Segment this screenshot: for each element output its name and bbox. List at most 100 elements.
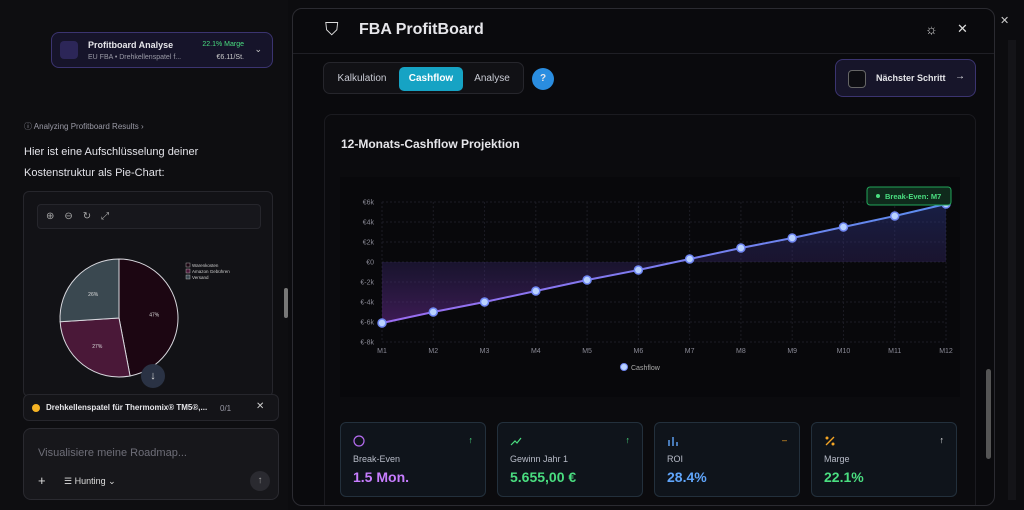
kpi-icon xyxy=(510,437,522,446)
legend-swatch xyxy=(185,274,191,280)
theme-toggle[interactable]: ☼ xyxy=(925,21,938,37)
kpi-value: 5.655,00 € xyxy=(510,469,577,485)
outer-close[interactable]: ✕ xyxy=(1000,15,1010,27)
mode: Hunting xyxy=(74,476,106,486)
annotation-dot xyxy=(876,194,880,198)
x-tick-label: M4 xyxy=(531,348,541,355)
mode-select[interactable]: ☰ Hunting ⌄ xyxy=(64,476,116,486)
y-tick-label: €-6k xyxy=(360,320,374,327)
x-tick-label: M6 xyxy=(633,348,643,355)
kpi-label: Marge xyxy=(824,454,850,464)
point xyxy=(479,297,490,307)
point xyxy=(428,307,439,317)
card-margin: 22.1% Marge xyxy=(202,41,244,48)
divider xyxy=(293,53,994,54)
x-tick-label: M10 xyxy=(837,348,851,355)
kpi-label: Gewinn Jahr 1 xyxy=(510,454,569,464)
pie-slice xyxy=(59,317,131,378)
point xyxy=(377,318,387,328)
kpi-label: ROI xyxy=(667,454,684,464)
legend-label: Versand xyxy=(192,275,209,280)
legend-label: Cashflow xyxy=(631,365,661,372)
message: Hier ist eine Aufschlüsselung deiner Kos… xyxy=(24,146,199,179)
card-price: €6.11/St. xyxy=(216,54,244,61)
point xyxy=(889,211,900,221)
kpi-label: Break-Even xyxy=(353,454,401,464)
task-dot xyxy=(32,404,40,412)
y-tick-label: €-4k xyxy=(360,300,374,307)
y-tick-label: €0 xyxy=(366,260,374,267)
point xyxy=(633,265,644,275)
trend: – xyxy=(781,435,787,445)
y-tick-label: €-8k xyxy=(360,340,374,347)
y-tick-label: €2k xyxy=(363,240,375,247)
pie-chart: 47% Warenkosten 27% Amazon Gebühren 26% Versa… xyxy=(59,258,230,378)
tab[interactable]: Analyse xyxy=(474,73,510,84)
trend: ↑ xyxy=(939,435,945,445)
app-title: FBA ProfitBoard xyxy=(359,21,484,38)
slice-label: 26% xyxy=(88,292,99,298)
x-tick-label: M11 xyxy=(888,348,901,355)
line-chart: €-8k €-6k €-4k €-2k €0 €2k €4k €6k M1 M2 M3 M4 M5 M6 M… xyxy=(340,177,960,397)
next-icon xyxy=(848,70,866,88)
chart-title: 12-Monats-Cashflow Projektion xyxy=(341,137,520,151)
x-tick-label: M9 xyxy=(787,348,797,355)
kpi-icon xyxy=(668,437,678,446)
slice-label: 27% xyxy=(92,344,103,350)
kpi-card: ↑ Marge 22.1% xyxy=(811,422,957,497)
tab-active[interactable]: Cashflow xyxy=(399,67,463,91)
close-button[interactable]: ✕ xyxy=(957,21,968,36)
legend-label: Warenkosten xyxy=(192,263,219,268)
point xyxy=(787,233,797,243)
next-button[interactable]: Nächster Schritt → xyxy=(835,59,976,97)
x-tick-label: M12 xyxy=(939,348,953,355)
kpi-card: ↑ Break-Even 1.5 Mon. xyxy=(340,422,486,497)
kpi-value: 22.1% xyxy=(824,469,864,485)
scroll-down[interactable]: ↓ xyxy=(141,364,165,388)
close-task[interactable]: ✕ xyxy=(256,401,265,412)
y-tick-label: €-2k xyxy=(360,280,374,287)
point xyxy=(531,286,541,296)
x-tick-label: M5 xyxy=(582,348,592,355)
tab[interactable]: Kalkulation xyxy=(337,73,387,84)
help-button[interactable]: ? xyxy=(532,68,554,90)
pie-slice xyxy=(59,258,120,323)
card-subtitle: EU FBA • Drehkellenspatel f... xyxy=(88,54,182,61)
x-tick-label: M8 xyxy=(736,348,746,355)
kpi-value: 28.4% xyxy=(667,469,707,485)
scrollbar xyxy=(986,369,991,459)
task-count: 0/1 xyxy=(220,404,232,413)
point xyxy=(684,254,695,264)
x-tick-label: M1 xyxy=(377,348,387,355)
modal: ⛉ FBA ProfitBoard ☼ ✕ Kalkulation Cashfl… xyxy=(292,8,995,506)
point xyxy=(736,243,746,253)
kpi-card: ↑ Gewinn Jahr 1 5.655,00 € xyxy=(497,422,643,497)
y-tick-label: €4k xyxy=(363,220,375,227)
card-icon xyxy=(60,41,78,59)
chart-box: ⊕⊖↻⤢ 47% Warenkosten 27% Amazon Gebühren 26%… xyxy=(23,191,273,397)
legend-swatch xyxy=(185,268,191,274)
legend-label: Amazon Gebühren xyxy=(192,269,230,274)
annotation-box xyxy=(866,186,952,206)
next-text: Nächster Schritt xyxy=(876,73,946,83)
add-button[interactable]: + xyxy=(38,473,46,488)
legend-swatch xyxy=(185,262,191,268)
next-arrow: → xyxy=(955,71,965,82)
send-button[interactable]: ↑ xyxy=(250,471,270,491)
card-title: Profitboard Analyse xyxy=(88,40,174,50)
input-box[interactable]: Visualisiere meine Roadmap... + ☰ Huntin… xyxy=(23,428,279,500)
point xyxy=(582,275,592,285)
x-tick-label: M7 xyxy=(685,348,695,355)
line xyxy=(381,203,947,324)
left-panel: Profitboard Analyse EU FBA • Drehkellens… xyxy=(0,0,288,510)
legend-dot xyxy=(620,363,628,371)
chevron: ⌄ xyxy=(254,44,262,54)
profit-card[interactable]: Profitboard Analyse EU FBA • Drehkellens… xyxy=(51,32,273,68)
annotation: Break-Even: M7 xyxy=(885,192,941,201)
status: ⓘ Analyzing Profitboard Results › xyxy=(24,122,144,131)
kpi-value: 1.5 Mon. xyxy=(353,469,410,485)
kpi-icon xyxy=(353,435,365,447)
kpi-icon xyxy=(825,436,835,446)
trend: ↑ xyxy=(625,435,631,445)
